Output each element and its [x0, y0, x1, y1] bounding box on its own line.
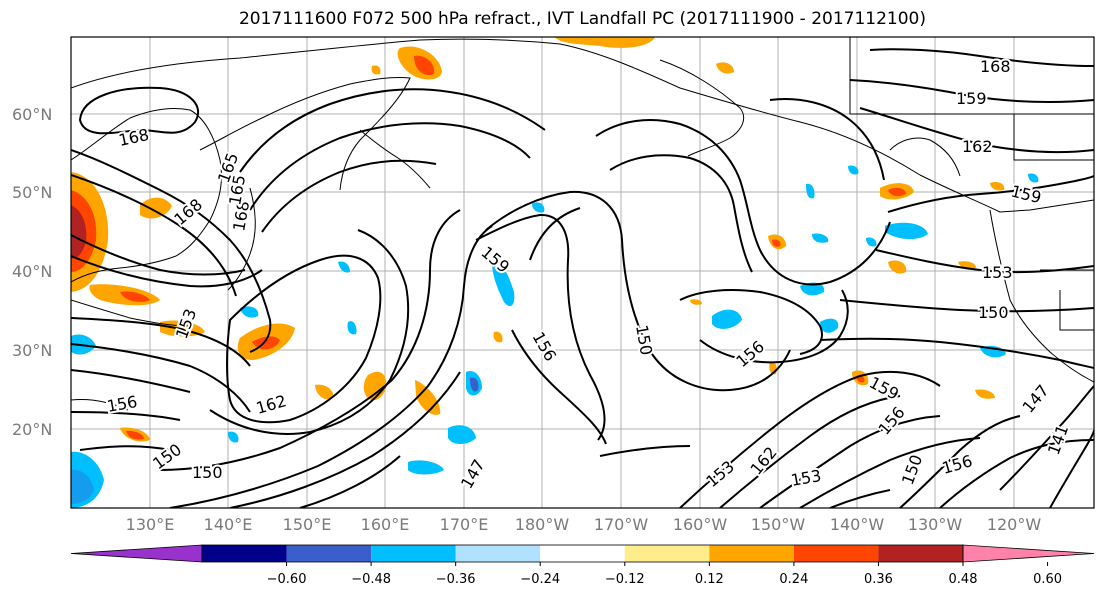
lat-label-50n: 50°N: [12, 183, 52, 202]
lon-label-180w: 180°W: [515, 515, 570, 534]
colorbar-segment: [878, 545, 963, 562]
colorbar-outline: [201, 544, 964, 563]
lat-label-20n: 20°N: [12, 420, 52, 439]
lat-label-40n: 40°N: [12, 262, 52, 281]
coastlines: [71, 37, 1094, 411]
lon-label-140e: 140°E: [204, 515, 253, 534]
lon-label-130w: 130°W: [908, 515, 963, 534]
colorbar-segment: [202, 545, 287, 562]
colorbar-segment: [793, 545, 879, 562]
colorbar-tick-label: −0.36: [436, 572, 476, 587]
colorbar-tick-label: −0.12: [605, 572, 645, 587]
map-plot-area: [71, 37, 1094, 508]
colorbar-tick-label: −0.60: [267, 572, 307, 587]
lon-label-120w: 120°W: [987, 515, 1042, 534]
contour-label: 150: [192, 463, 223, 482]
colorbar-segment: [540, 545, 625, 562]
contours: [71, 48, 1094, 508]
colorbar-tick-label: 0.36: [864, 572, 893, 587]
colorbar: −0.60 −0.48 −0.36 −0.24 −0.12 0.12 0.24 0.36 0.4…: [70, 544, 1095, 587]
lon-label-170e: 170°E: [440, 515, 489, 534]
contour-label: 159: [956, 89, 987, 108]
lon-label-170w: 170°W: [594, 515, 649, 534]
contour-label: 153: [982, 263, 1013, 282]
lon-label-150e: 150°E: [283, 515, 332, 534]
gridlines: [71, 37, 1094, 508]
lon-label-150w: 150°W: [751, 515, 806, 534]
map-frame: [70, 36, 1095, 509]
lon-label-160e: 160°E: [361, 515, 410, 534]
colorbar-segment: [455, 545, 541, 562]
colorbar-tick-label: 0.12: [695, 572, 724, 587]
colorbar-extend-min: [70, 544, 203, 563]
colorbar-tick-label: −0.48: [351, 572, 391, 587]
colorbar-tick-label: 0.24: [779, 572, 808, 587]
latitude-labels: 60°N 50°N 40°N 30°N 20°N: [12, 105, 52, 439]
lat-label-60n: 60°N: [12, 105, 52, 124]
colorbar-tick-label: 0.60: [1033, 572, 1062, 587]
contour-label: 150: [978, 303, 1009, 322]
map-title: 2017111600 F072 500 hPa refract., IVT La…: [238, 9, 926, 29]
shading-positive: [71, 37, 1005, 442]
colorbar-tick-label: 0.48: [949, 572, 978, 587]
lon-label-160w: 160°W: [673, 515, 728, 534]
contour-label: 162: [962, 137, 993, 156]
colorbar-segment: [624, 545, 710, 562]
colorbar-extend-max: [962, 544, 1095, 563]
colorbar-segment: [709, 545, 794, 562]
longitude-labels: 130°E 140°E 150°E 160°E 170°E 180°W 170°…: [126, 515, 1042, 534]
lat-label-30n: 30°N: [12, 341, 52, 360]
contour-label: 168: [980, 57, 1011, 76]
lon-label-130e: 130°E: [126, 515, 175, 534]
colorbar-segment: [371, 545, 456, 562]
lon-label-140w: 140°W: [830, 515, 885, 534]
colorbar-tick-label: −0.24: [520, 572, 560, 587]
colorbar-segment: [286, 545, 372, 562]
